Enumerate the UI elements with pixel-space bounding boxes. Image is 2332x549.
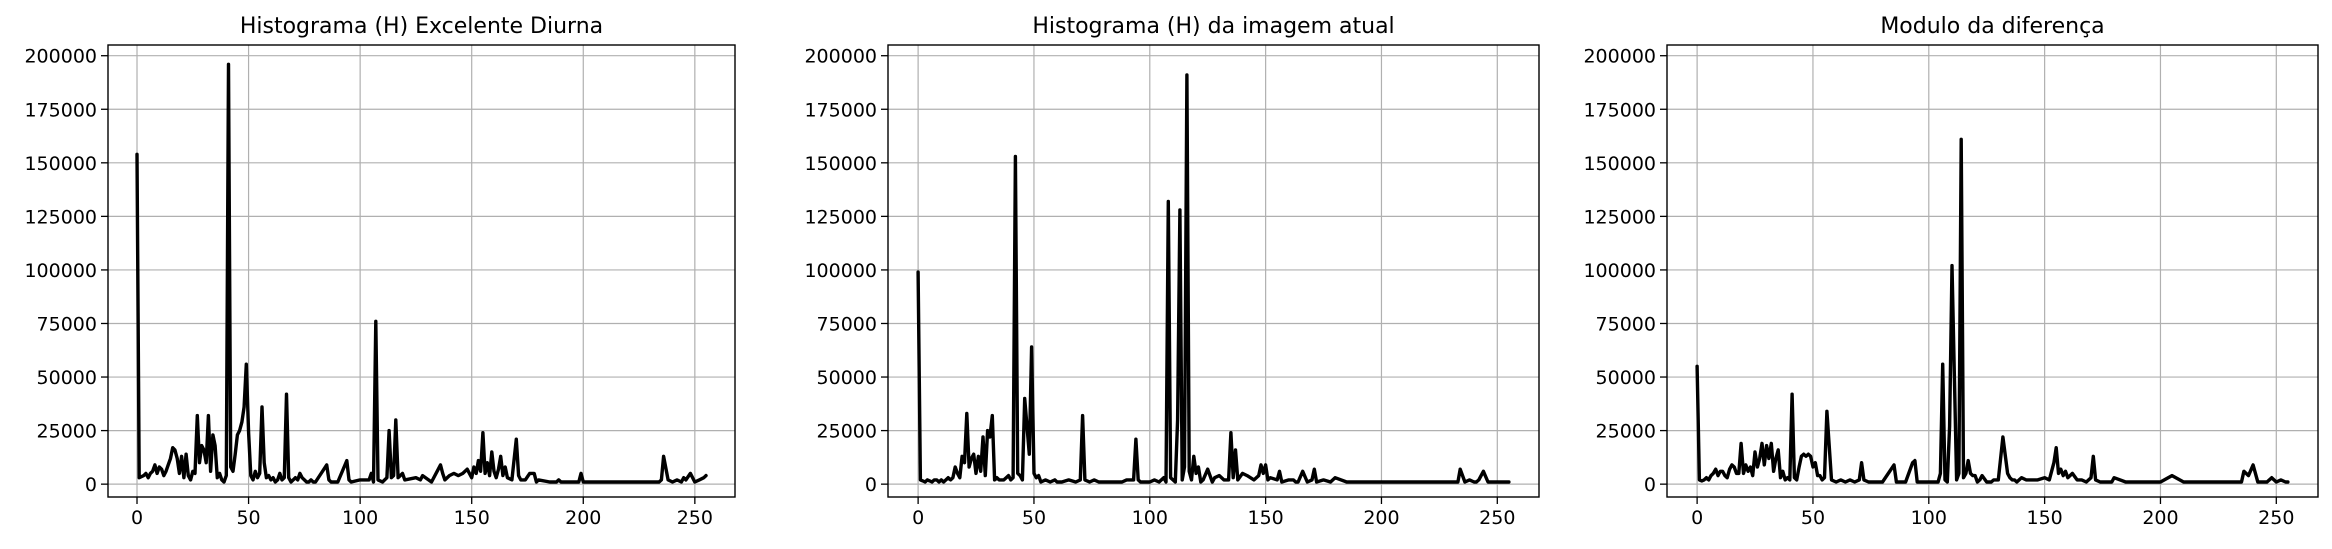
y-tick-label: 0 — [85, 474, 97, 496]
chart-title: Histograma (H) da imagem atual — [1032, 14, 1394, 39]
y-tick-label: 175000 — [1583, 99, 1656, 121]
x-tick-label: 150 — [2026, 507, 2062, 529]
x-tick-label: 150 — [454, 507, 490, 529]
y-tick-label: 0 — [865, 474, 877, 496]
y-tick-label: 50000 — [1596, 367, 1656, 389]
x-tick-label: 200 — [1363, 507, 1399, 529]
y-tick-label: 0 — [1644, 474, 1656, 496]
x-tick-label: 250 — [1479, 507, 1515, 529]
x-tick-label: 100 — [342, 507, 378, 529]
y-tick-label: 125000 — [24, 206, 97, 228]
x-tick-label: 150 — [1247, 507, 1283, 529]
y-tick-label: 100000 — [804, 260, 877, 282]
x-tick-label: 200 — [2142, 507, 2178, 529]
y-tick-label: 25000 — [817, 421, 877, 443]
y-tick-label: 50000 — [817, 367, 877, 389]
y-tick-label: 100000 — [1583, 260, 1656, 282]
y-tick-label: 200000 — [804, 46, 877, 68]
y-tick-label: 125000 — [804, 206, 877, 228]
x-tick-label: 100 — [1911, 507, 1947, 529]
y-tick-label: 25000 — [1596, 421, 1656, 443]
y-tick-label: 175000 — [804, 99, 877, 121]
y-tick-label: 150000 — [804, 153, 877, 175]
y-tick-label: 50000 — [37, 367, 97, 389]
y-tick-label: 125000 — [1583, 206, 1656, 228]
y-tick-label: 100000 — [24, 260, 97, 282]
y-tick-label: 25000 — [37, 421, 97, 443]
x-tick-label: 0 — [1691, 507, 1703, 529]
x-tick-label: 250 — [2258, 507, 2294, 529]
chart-title: Histograma (H) Excelente Diurna — [240, 14, 603, 39]
x-tick-label: 50 — [236, 507, 260, 529]
y-tick-label: 75000 — [37, 313, 97, 335]
y-tick-label: 150000 — [24, 153, 97, 175]
x-tick-label: 0 — [912, 507, 924, 529]
chart-title: Modulo da diferença — [1880, 14, 2104, 39]
y-tick-label: 200000 — [24, 46, 97, 68]
y-tick-label: 75000 — [1596, 313, 1656, 335]
x-tick-label: 100 — [1132, 507, 1168, 529]
y-tick-label: 150000 — [1583, 153, 1656, 175]
x-tick-label: 250 — [677, 507, 713, 529]
x-tick-label: 0 — [131, 507, 143, 529]
x-tick-label: 50 — [1801, 507, 1825, 529]
x-tick-label: 200 — [565, 507, 601, 529]
y-tick-label: 75000 — [817, 313, 877, 335]
x-tick-label: 50 — [1022, 507, 1046, 529]
y-tick-label: 200000 — [1583, 46, 1656, 68]
y-tick-label: 175000 — [24, 99, 97, 121]
